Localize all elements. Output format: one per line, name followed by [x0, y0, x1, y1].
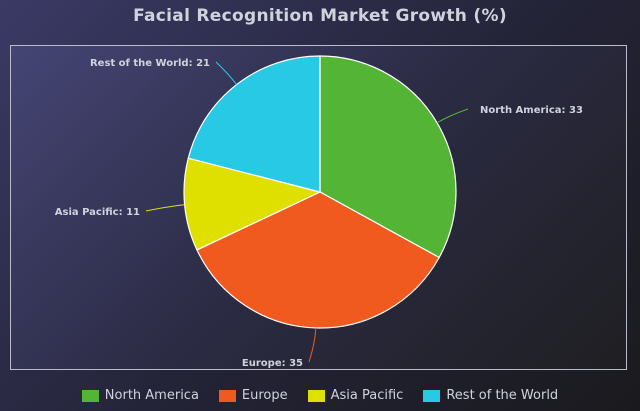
legend-item-rest-of-the-world[interactable]: Rest of the World [423, 388, 558, 403]
leader-line [436, 108, 469, 124]
legend: North America Europe Asia Pacific Rest o… [0, 388, 640, 403]
legend-swatch-europe [218, 389, 236, 402]
legend-swatch-rest-of-the-world [423, 389, 441, 402]
legend-label-europe: Europe [241, 388, 288, 403]
legend-swatch-asia-pacific [307, 389, 325, 402]
pie-slice-rest-of-the-world[interactable] [187, 55, 321, 193]
legend-swatch-north-america [81, 389, 99, 402]
leader-line [215, 61, 238, 85]
legend-item-asia-pacific[interactable]: Asia Pacific [307, 388, 404, 403]
data-label: Rest of the World: 21 [90, 58, 210, 69]
data-label: Europe: 35 [242, 358, 303, 369]
legend-label-north-america: North America [104, 388, 199, 403]
leader-line [308, 327, 317, 363]
pie-slice-europe[interactable] [196, 191, 440, 329]
legend-item-europe[interactable]: Europe [218, 388, 288, 403]
chart-title: Facial Recognition Market Growth (%) [133, 6, 507, 26]
leader-line [145, 204, 185, 212]
legend-item-north-america[interactable]: North America [81, 388, 199, 403]
legend-label-rest-of-the-world: Rest of the World [446, 388, 559, 403]
data-label: North America: 33 [480, 105, 583, 116]
legend-label-asia-pacific: Asia Pacific [330, 388, 404, 403]
data-label: Asia Pacific: 11 [55, 207, 140, 218]
pie-slice-asia-pacific[interactable] [183, 157, 322, 251]
